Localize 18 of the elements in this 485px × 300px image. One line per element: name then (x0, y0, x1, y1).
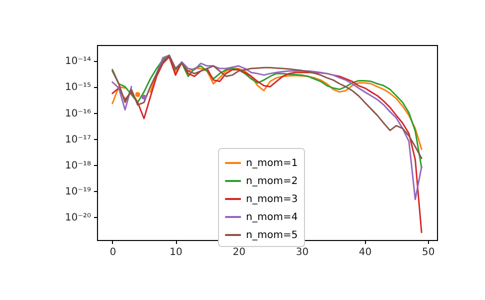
legend-label: n_mom=2 (246, 176, 298, 187)
y-tick-label: 10⁻¹⁶ (64, 108, 91, 120)
y-tick-label: 10⁻¹⁵ (64, 82, 91, 94)
legend-label: n_mom=4 (246, 212, 298, 223)
y-tick-label: 10⁻¹⁸ (64, 160, 91, 172)
y-tick-label: 10⁻²⁰ (64, 212, 91, 224)
x-tick-label: 50 (422, 247, 435, 258)
y-tick-label: 10⁻¹⁹ (64, 186, 91, 198)
y-tick-label: 10⁻¹⁴ (64, 56, 91, 68)
x-tick-label: 30 (296, 247, 309, 258)
legend-label: n_mom=5 (246, 230, 298, 241)
y-tick-label: 10⁻¹⁷ (64, 134, 91, 146)
legend-label: n_mom=1 (246, 158, 298, 169)
legend-label: n_mom=3 (246, 194, 298, 205)
x-tick-label: 20 (232, 247, 246, 258)
x-tick-label: 10 (170, 247, 182, 258)
x-tick-label: 0 (110, 247, 116, 258)
x-tick-label: 40 (358, 247, 372, 258)
